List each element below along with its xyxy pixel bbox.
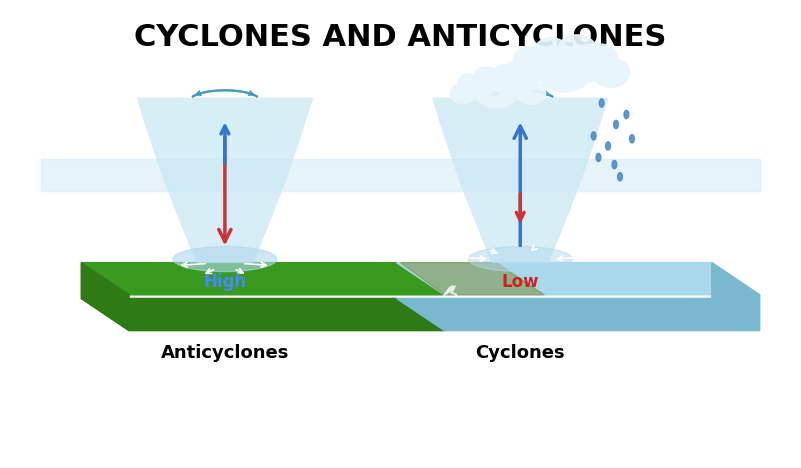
Text: Low: Low [501, 273, 539, 292]
Polygon shape [396, 299, 759, 330]
Text: Anticyclones: Anticyclones [161, 344, 289, 361]
Polygon shape [81, 263, 445, 295]
Polygon shape [42, 159, 759, 191]
Ellipse shape [503, 60, 536, 86]
Ellipse shape [513, 72, 537, 90]
Polygon shape [81, 299, 445, 330]
Ellipse shape [458, 73, 480, 91]
Text: CYCLONES AND ANTICYCLONES: CYCLONES AND ANTICYCLONES [135, 23, 666, 52]
Ellipse shape [473, 67, 500, 88]
Ellipse shape [514, 46, 542, 69]
Ellipse shape [535, 47, 593, 92]
Ellipse shape [624, 110, 629, 118]
Ellipse shape [591, 132, 596, 140]
Polygon shape [137, 98, 312, 263]
Ellipse shape [469, 247, 572, 271]
Ellipse shape [474, 74, 518, 108]
Polygon shape [400, 263, 544, 295]
Polygon shape [712, 263, 759, 330]
Ellipse shape [606, 142, 610, 150]
Ellipse shape [534, 38, 569, 65]
Ellipse shape [461, 74, 493, 100]
Ellipse shape [173, 247, 277, 271]
Ellipse shape [497, 72, 533, 100]
Polygon shape [81, 263, 129, 330]
Text: Cyclones: Cyclones [476, 344, 565, 361]
Ellipse shape [614, 120, 618, 129]
Polygon shape [433, 98, 608, 263]
Ellipse shape [566, 44, 613, 81]
Ellipse shape [618, 173, 622, 181]
Ellipse shape [586, 44, 618, 69]
Ellipse shape [450, 84, 475, 103]
Ellipse shape [596, 154, 601, 161]
Ellipse shape [517, 82, 545, 104]
Ellipse shape [599, 99, 604, 107]
Ellipse shape [592, 58, 630, 87]
Ellipse shape [612, 161, 617, 168]
Polygon shape [396, 263, 759, 295]
Text: High: High [203, 273, 247, 292]
Ellipse shape [517, 47, 561, 81]
Ellipse shape [557, 35, 597, 65]
Ellipse shape [630, 135, 634, 143]
Ellipse shape [491, 65, 521, 88]
